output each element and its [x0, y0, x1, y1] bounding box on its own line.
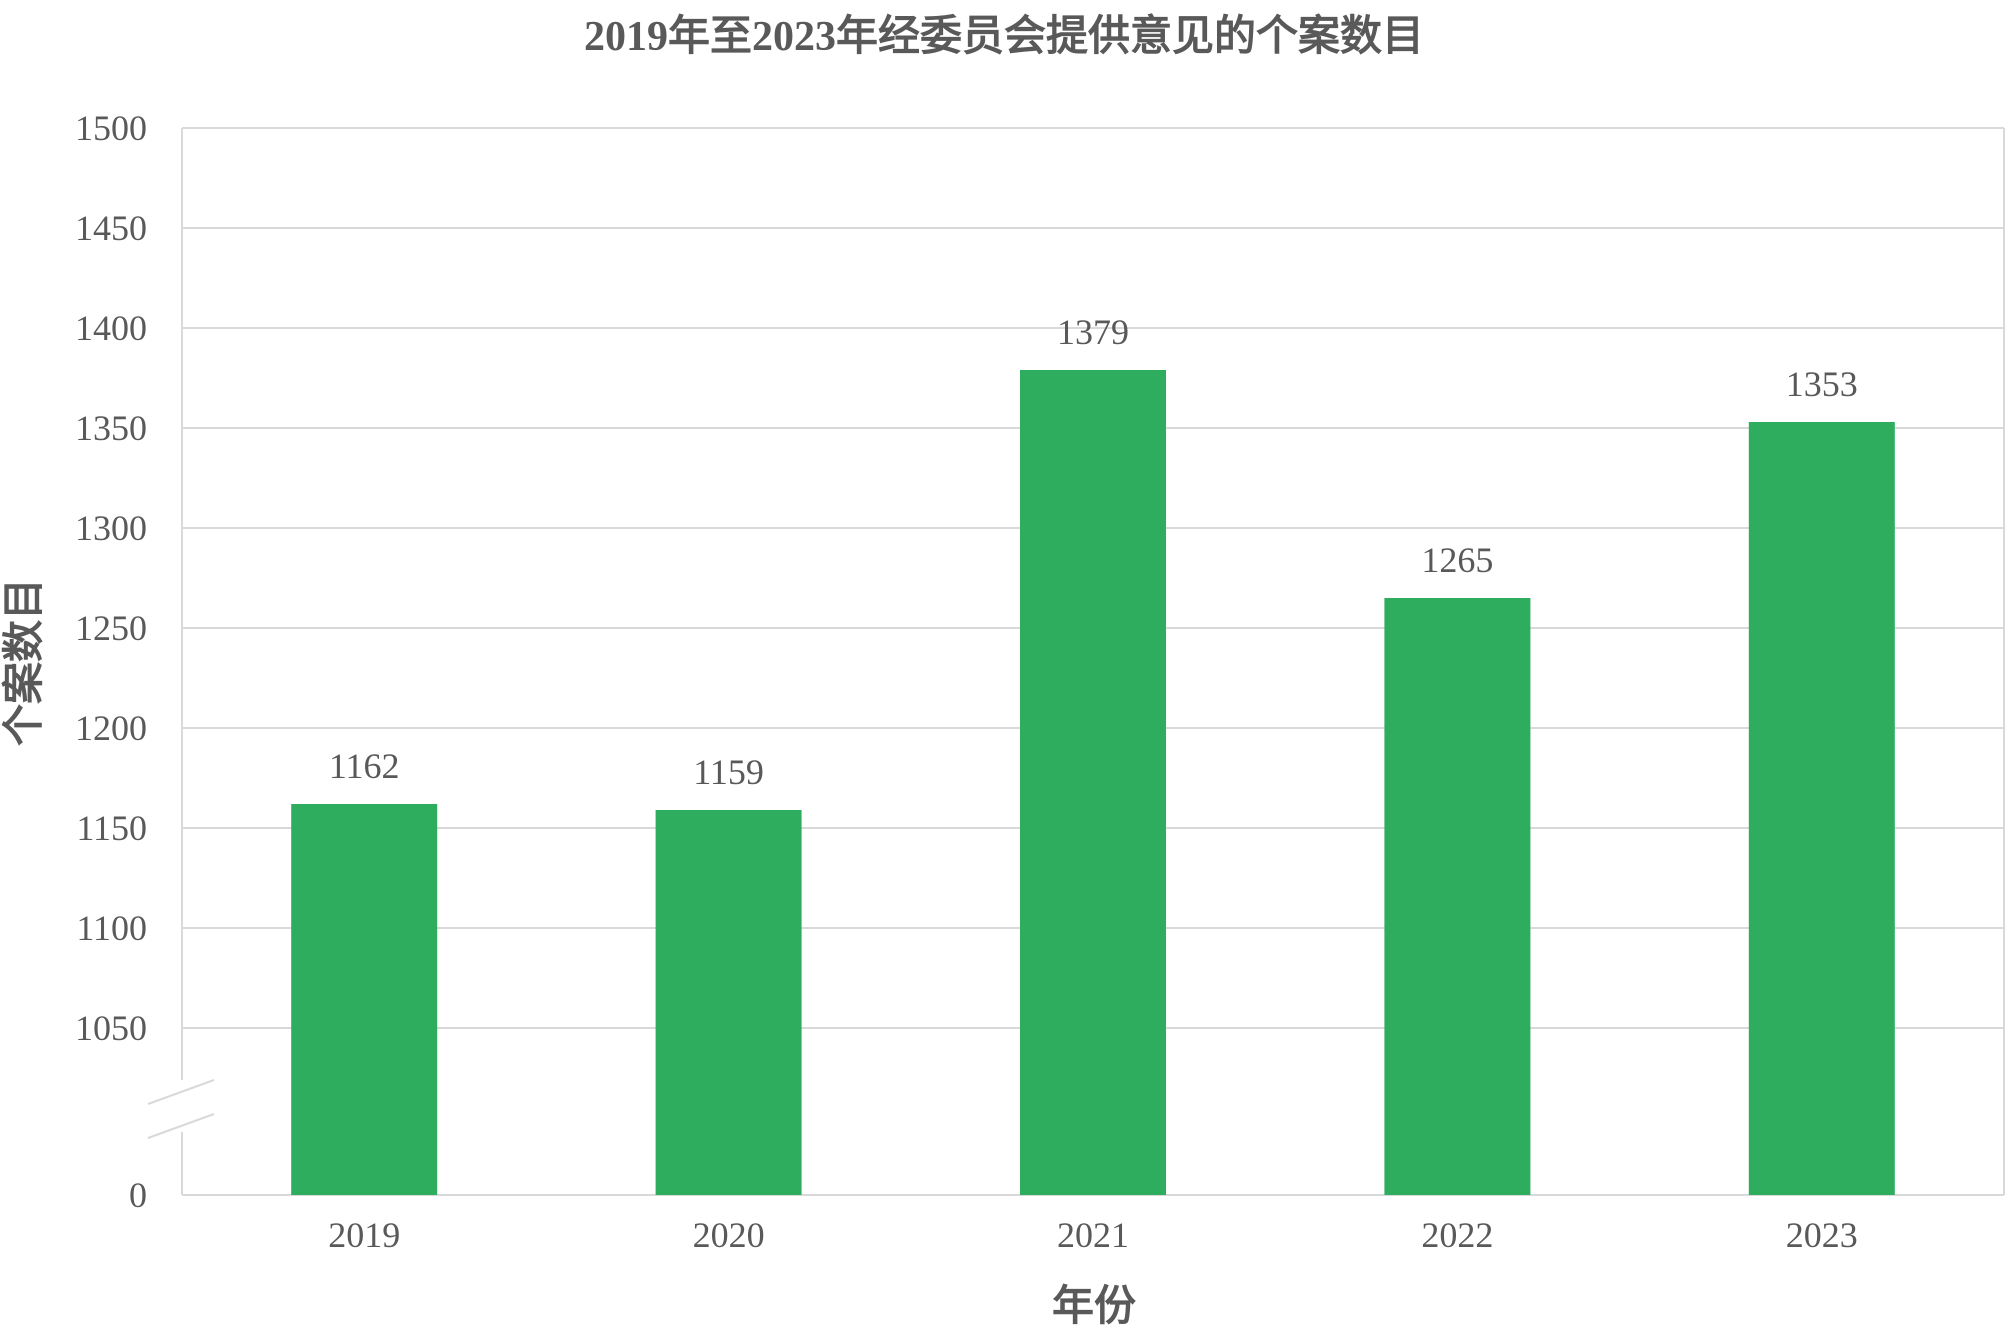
axis-break-line-upper — [147, 1079, 215, 1105]
axis-break-line-lower — [147, 1113, 215, 1139]
data-label-2019: 1162 — [329, 746, 400, 786]
y-tick-label-1400: 1400 — [75, 308, 147, 348]
data-label-2022: 1265 — [1421, 540, 1493, 580]
data-label-2021: 1379 — [1057, 312, 1129, 352]
bars — [291, 370, 1895, 1195]
x-tick-label-2022: 2022 — [1421, 1215, 1493, 1255]
bar-2023 — [1748, 422, 1895, 1195]
bar-2021 — [1020, 370, 1166, 1195]
y-tick-label-1200: 1200 — [75, 708, 147, 748]
bar-2019 — [291, 804, 438, 1195]
y-tick-label-1250: 1250 — [75, 608, 147, 648]
x-tick-labels: 2019 2020 2021 2022 2023 — [328, 1215, 1858, 1255]
y-axis-title: 个案数目 — [1, 578, 48, 746]
y-tick-label-1300: 1300 — [75, 508, 147, 548]
axis-break-marker — [140, 1079, 220, 1139]
bar-2022 — [1384, 598, 1531, 1195]
y-tick-label-0: 0 — [129, 1175, 147, 1215]
x-tick-label-2019: 2019 — [328, 1215, 400, 1255]
chart-title: 2019年至2023年经委员会提供意见的个案数目 — [584, 13, 1424, 60]
y-tick-label-1350: 1350 — [75, 408, 147, 448]
data-labels: 1162 1159 1379 1265 1353 — [329, 312, 1858, 792]
x-axis-title: 年份 — [1052, 1283, 1136, 1330]
x-tick-label-2020: 2020 — [693, 1215, 765, 1255]
y-tick-label-1500: 1500 — [75, 108, 147, 148]
y-tick-label-1100: 1100 — [76, 908, 147, 948]
x-tick-label-2023: 2023 — [1786, 1215, 1858, 1255]
x-tick-label-2021: 2021 — [1057, 1215, 1129, 1255]
axis-break-mask — [140, 1080, 220, 1132]
y-tick-labels: 0 1050 1100 1150 1200 1250 1300 1350 1400 1450 150… — [75, 108, 147, 1215]
y-tick-label-1450: 1450 — [75, 208, 147, 248]
data-label-2020: 1159 — [693, 752, 764, 792]
y-tick-label-1150: 1150 — [76, 808, 147, 848]
y-tick-label-1050: 1050 — [75, 1008, 147, 1048]
data-label-2023: 1353 — [1786, 364, 1858, 404]
bar-2020 — [655, 810, 802, 1195]
